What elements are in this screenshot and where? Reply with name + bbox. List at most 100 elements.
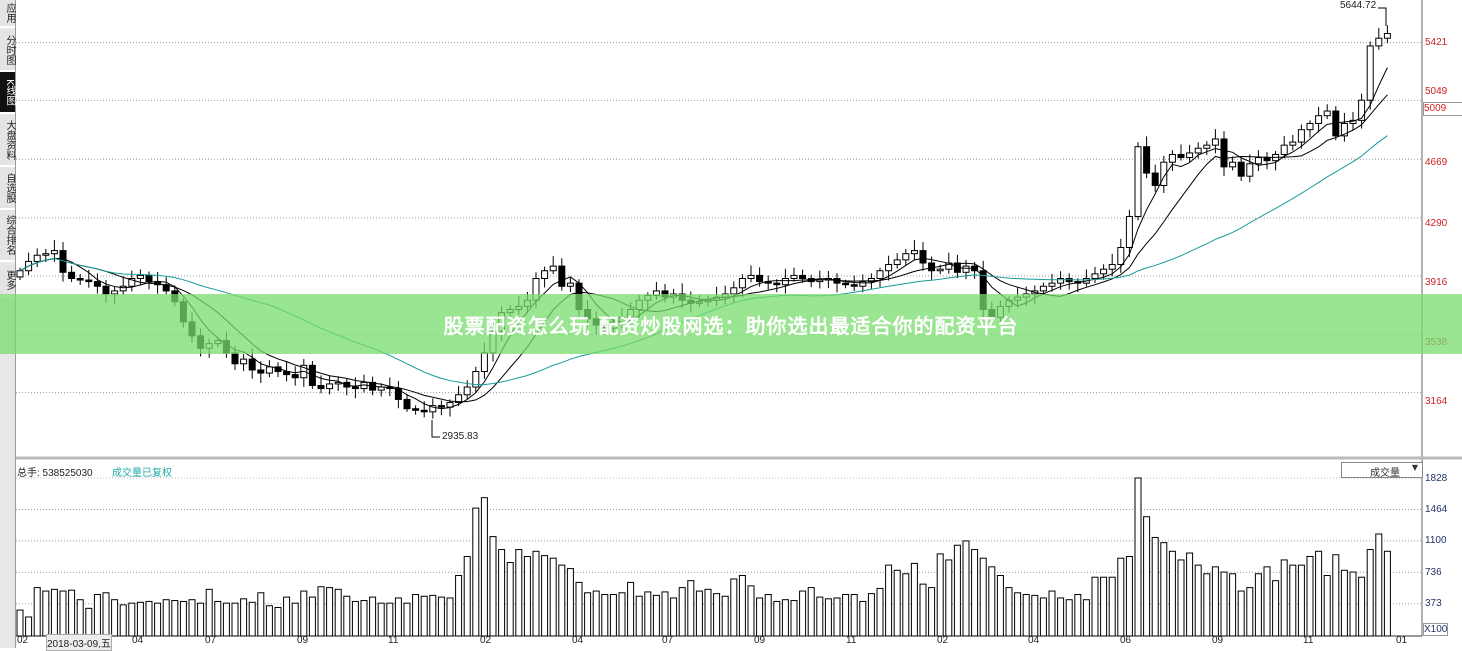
candle-body [102, 285, 110, 295]
candle-body [93, 281, 101, 287]
x-axis-label: 09 [1212, 635, 1224, 646]
volume-bar [412, 594, 420, 637]
volume-bar [885, 564, 893, 637]
volume-bar [1057, 597, 1065, 637]
candle-body [1340, 122, 1348, 137]
volume-bar [42, 590, 50, 637]
volume-bar [334, 588, 342, 637]
candle-body [790, 274, 798, 279]
volume-bar [369, 596, 377, 637]
sidebar-item-more[interactable]: 更多 [0, 265, 15, 297]
sidebar-item-intraday[interactable]: 分时图 [0, 30, 15, 72]
sidebar-item-kline[interactable]: K线图 [0, 72, 15, 114]
volume-bar [1031, 594, 1039, 637]
volume-bar [455, 574, 463, 637]
volume-adjusted-note: 成交量已复权 [112, 468, 172, 479]
sidebar-item-market-info[interactable]: 大盘资料 [0, 115, 15, 167]
volume-bar [343, 595, 351, 637]
x-axis-label: 07 [205, 635, 217, 646]
candle-body [265, 366, 273, 374]
volume-bar [515, 549, 523, 637]
volume-axis-label: 1100 [1425, 535, 1447, 546]
candle-body [799, 274, 807, 279]
volume-bar [308, 596, 316, 637]
volume-bar [291, 602, 299, 637]
candle-body [1143, 146, 1151, 174]
volume-bar [584, 592, 592, 637]
volume-bar [773, 600, 781, 637]
volume-bar [756, 597, 764, 637]
volume-bar [1014, 592, 1022, 637]
candle-body [1315, 115, 1323, 124]
candle-body [403, 398, 411, 410]
volume-bar [1332, 554, 1340, 637]
volume-bar [867, 593, 875, 637]
volume-bar [1263, 566, 1271, 637]
volume-bar [25, 616, 33, 637]
volume-bar [1108, 576, 1116, 637]
x-axis-label: 06 [1120, 635, 1132, 646]
volume-bar [790, 600, 798, 637]
candle-body [1048, 282, 1056, 287]
candle-body [472, 371, 480, 388]
volume-bar [971, 549, 979, 637]
volume-bar [566, 568, 574, 637]
volume-bar [231, 602, 239, 637]
volume-bar [618, 592, 626, 637]
volume-bar [446, 597, 454, 637]
sidebar-item-watchlist[interactable]: 自选股 [0, 168, 15, 210]
volume-bar [76, 599, 84, 637]
volume-bar [541, 555, 549, 637]
volume-bar [326, 587, 334, 637]
sidebar-item-ranking[interactable]: 综合排名 [0, 210, 15, 262]
volume-bar [59, 590, 67, 637]
candle-body [429, 405, 437, 413]
volume-bar [1289, 564, 1297, 637]
ad-banner[interactable]: 股票配资怎么玩 配资炒股网选：助你选出最适合你的配资平台 [0, 294, 1462, 354]
candle-body [248, 358, 256, 371]
volume-bar [704, 588, 712, 637]
volume-bar [549, 557, 557, 637]
candle-body [566, 282, 574, 287]
volume-bar [50, 588, 58, 637]
x-axis-label: 11 [846, 635, 857, 646]
price-axis-label: 4669 [1425, 157, 1448, 168]
sidebar-item-apps[interactable]: 应用 [0, 0, 15, 28]
candle-body [1220, 138, 1228, 168]
volume-bar [730, 578, 738, 637]
volume-axis-label: 1464 [1425, 504, 1448, 515]
x-axis-label: 04 [132, 635, 144, 646]
volume-bar [1315, 550, 1323, 637]
candle-body [68, 271, 76, 279]
candle-body [351, 386, 359, 390]
candle-body [876, 270, 884, 279]
volume-bar [222, 602, 230, 637]
x-axis-label: 11 [388, 635, 399, 646]
candle-body [756, 274, 764, 283]
volume-bar [721, 595, 729, 637]
indicator-dropdown[interactable]: 成交量 ▼ [1341, 462, 1423, 479]
volume-bar [1100, 576, 1108, 637]
volume-bar [936, 553, 944, 637]
volume-bar [437, 596, 445, 637]
volume-bar [1160, 542, 1168, 637]
candle-body [119, 285, 127, 292]
volume-bar [179, 600, 187, 637]
volume-bar [1082, 599, 1090, 637]
volume-bar [111, 599, 119, 637]
candle-body [936, 268, 944, 272]
price-axis-label: 5049 [1425, 86, 1448, 97]
volume-bar [197, 602, 205, 637]
candle-body [893, 259, 901, 266]
candle-body [257, 369, 265, 374]
volume-bar [300, 590, 308, 637]
volume-bar [609, 594, 617, 637]
volume-bar [68, 589, 76, 637]
candle-body [240, 358, 248, 365]
candle-body [145, 274, 153, 283]
candle-body [1168, 153, 1176, 163]
candle-body [437, 405, 445, 408]
volume-bar [145, 600, 153, 637]
volume-bar [317, 586, 325, 637]
